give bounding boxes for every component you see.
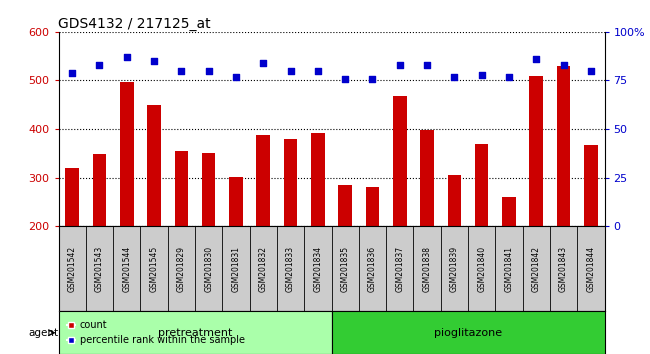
Point bbox=[94, 62, 105, 68]
Text: GSM201831: GSM201831 bbox=[231, 246, 240, 292]
Point bbox=[586, 68, 596, 74]
Text: GSM201842: GSM201842 bbox=[532, 246, 541, 292]
Point bbox=[285, 68, 296, 74]
Bar bbox=[584, 145, 598, 226]
Text: GSM201843: GSM201843 bbox=[559, 246, 568, 292]
Bar bbox=[530, 76, 543, 226]
Text: GSM201830: GSM201830 bbox=[204, 246, 213, 292]
Text: GSM201838: GSM201838 bbox=[422, 246, 432, 292]
Point bbox=[340, 76, 350, 81]
Point bbox=[149, 58, 159, 64]
Legend: count, percentile rank within the sample: count, percentile rank within the sample bbox=[63, 316, 249, 349]
Bar bbox=[556, 66, 571, 226]
Point bbox=[231, 74, 241, 79]
Point bbox=[531, 56, 541, 62]
Bar bbox=[229, 177, 243, 226]
Bar bbox=[65, 168, 79, 226]
Bar bbox=[58, 312, 332, 354]
Bar bbox=[92, 154, 107, 226]
Text: GSM201832: GSM201832 bbox=[259, 246, 268, 292]
Bar bbox=[148, 105, 161, 226]
Text: agent: agent bbox=[29, 328, 58, 338]
Point bbox=[558, 62, 569, 68]
Text: GSM201542: GSM201542 bbox=[68, 246, 77, 292]
Point bbox=[476, 72, 487, 78]
Text: GSM201844: GSM201844 bbox=[586, 246, 595, 292]
Bar bbox=[421, 130, 434, 226]
Bar bbox=[284, 139, 298, 226]
Bar bbox=[311, 133, 324, 226]
Text: GDS4132 / 217125_at: GDS4132 / 217125_at bbox=[58, 17, 211, 31]
Text: GSM201836: GSM201836 bbox=[368, 246, 377, 292]
Bar bbox=[120, 82, 134, 226]
Point bbox=[258, 60, 268, 66]
Point bbox=[67, 70, 77, 75]
Bar bbox=[256, 135, 270, 226]
Bar bbox=[339, 185, 352, 226]
Text: GSM201545: GSM201545 bbox=[150, 246, 159, 292]
Text: GSM201834: GSM201834 bbox=[313, 246, 322, 292]
Point bbox=[395, 62, 405, 68]
Text: pretreatment: pretreatment bbox=[158, 328, 232, 338]
Text: GSM201829: GSM201829 bbox=[177, 246, 186, 292]
Point bbox=[313, 68, 323, 74]
Text: GSM201837: GSM201837 bbox=[395, 246, 404, 292]
Bar bbox=[332, 312, 604, 354]
Text: GSM201839: GSM201839 bbox=[450, 246, 459, 292]
Bar bbox=[174, 152, 188, 226]
Point bbox=[449, 74, 460, 79]
Point bbox=[203, 68, 214, 74]
Bar bbox=[474, 144, 489, 226]
Bar bbox=[447, 175, 461, 226]
Bar bbox=[365, 188, 380, 226]
Text: GSM201543: GSM201543 bbox=[95, 246, 104, 292]
Text: GSM201544: GSM201544 bbox=[122, 246, 131, 292]
Point bbox=[122, 54, 132, 60]
Point bbox=[176, 68, 187, 74]
Bar bbox=[202, 153, 216, 226]
Bar bbox=[502, 197, 516, 226]
Text: GSM201835: GSM201835 bbox=[341, 246, 350, 292]
Point bbox=[367, 76, 378, 81]
Bar bbox=[393, 96, 407, 226]
Text: pioglitazone: pioglitazone bbox=[434, 328, 502, 338]
Text: GSM201833: GSM201833 bbox=[286, 246, 295, 292]
Text: GSM201840: GSM201840 bbox=[477, 246, 486, 292]
Point bbox=[422, 62, 432, 68]
Text: GSM201841: GSM201841 bbox=[504, 246, 514, 292]
Point bbox=[504, 74, 514, 79]
